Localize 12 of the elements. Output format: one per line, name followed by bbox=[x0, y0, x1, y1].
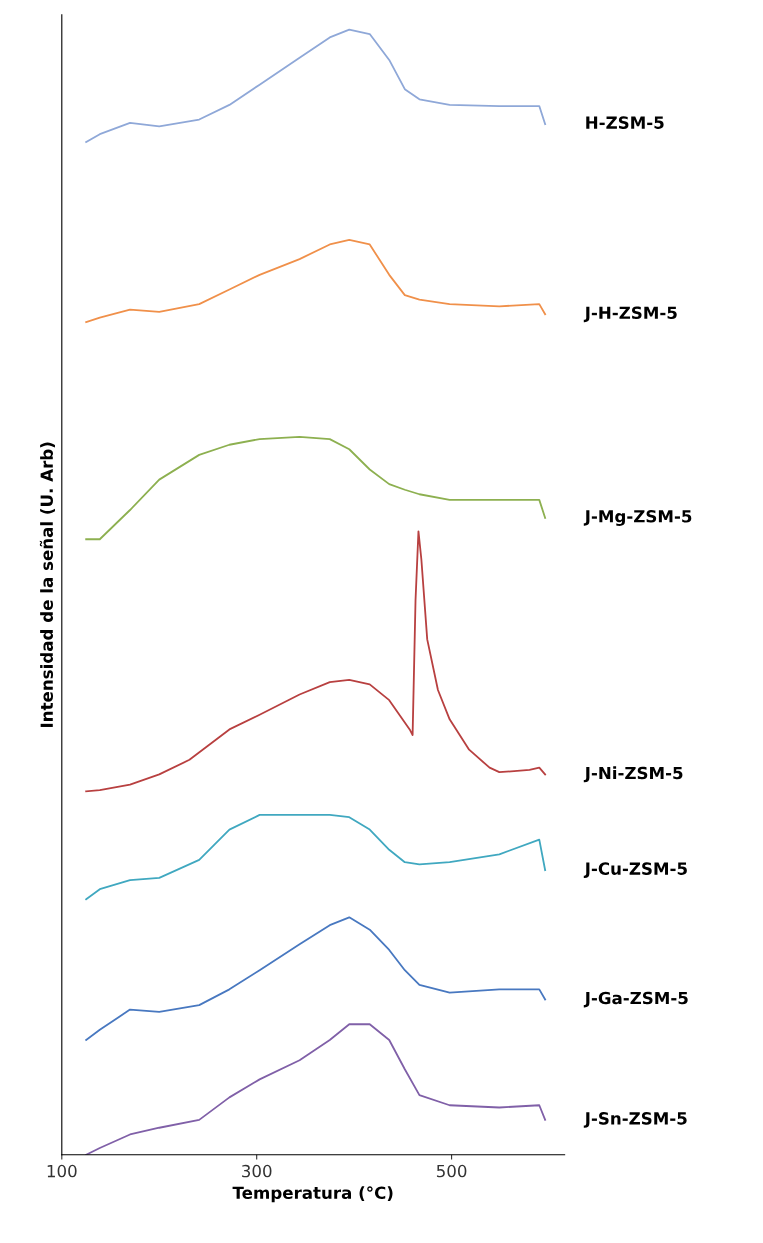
y-axis-title: Intensidad de la señal (U. Arb) bbox=[39, 442, 55, 727]
text: J-Cu-ZSM-5 bbox=[583, 862, 687, 879]
text: J-H-ZSM-5 bbox=[583, 306, 677, 323]
text: H-ZSM-5 bbox=[586, 116, 664, 129]
text: J-Mg-ZSM-5 bbox=[583, 509, 692, 526]
x-tick-label: 500 bbox=[436, 1164, 467, 1178]
x-tick-label: 300 bbox=[242, 1164, 272, 1178]
text: J-Sn-ZSM-5 bbox=[583, 1112, 687, 1128]
x-tick-label: 100 bbox=[47, 1164, 77, 1178]
text: J-Ga-ZSM-5 bbox=[583, 991, 688, 1008]
text: J-Ni-ZSM-5 bbox=[583, 766, 683, 783]
x-axis-title: Temperatura (°C) bbox=[232, 1186, 393, 1203]
